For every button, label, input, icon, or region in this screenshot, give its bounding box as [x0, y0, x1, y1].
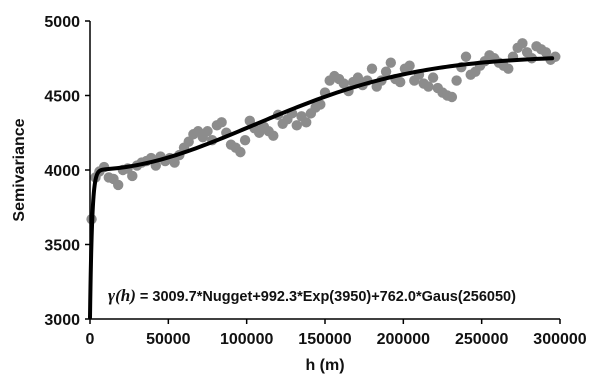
data-point — [315, 99, 326, 110]
y-tick-label: 3000 — [44, 312, 80, 329]
data-point — [540, 47, 552, 58]
data-point — [239, 135, 251, 146]
data-point — [460, 51, 472, 62]
data-point — [366, 63, 378, 74]
x-tick-label: 200000 — [377, 331, 430, 348]
y-axis-title: Semivariance — [11, 118, 28, 221]
data-point — [202, 126, 213, 137]
y-tick-label: 5000 — [44, 14, 80, 31]
data-point — [235, 146, 246, 158]
data-point — [291, 120, 302, 131]
data-point — [268, 130, 279, 141]
data-points — [86, 38, 561, 225]
x-tick-label: 100000 — [220, 331, 273, 348]
data-point — [113, 179, 124, 191]
x-tick-label: 150000 — [298, 331, 351, 348]
data-point — [427, 72, 439, 83]
model-equation: γ(h) = 3009.7*Nugget+992.3*Exp(3950)+762… — [108, 286, 516, 305]
x-tick-label: 0 — [86, 331, 95, 348]
model-fit-line — [88, 56, 555, 320]
data-point — [380, 66, 392, 77]
x-axis-title: h (m) — [305, 357, 344, 374]
data-point — [385, 57, 396, 68]
data-point — [169, 157, 180, 168]
y-tick-label: 4000 — [44, 163, 80, 180]
data-point — [503, 63, 514, 74]
data-point — [446, 91, 458, 103]
x-tick-label: 250000 — [455, 331, 508, 348]
data-point — [183, 136, 194, 147]
x-tick-label: 50000 — [146, 331, 191, 348]
data-point — [338, 78, 349, 89]
data-point — [451, 75, 462, 86]
data-point — [301, 117, 312, 128]
y-tick-label: 4500 — [44, 89, 80, 106]
data-point — [244, 115, 255, 127]
equation-text: = 3009.7*Nugget+992.3*Exp(3950)+762.0*Ga… — [136, 289, 516, 305]
data-point — [404, 60, 415, 71]
equation-gamma: γ(h) — [108, 286, 136, 305]
x-tick-label: 300000 — [533, 331, 586, 348]
data-point — [423, 81, 434, 92]
y-tick-label: 3500 — [44, 238, 80, 255]
data-point — [517, 38, 528, 49]
data-point — [352, 72, 364, 83]
data-point — [127, 170, 138, 182]
data-point — [216, 117, 227, 128]
data-point — [395, 76, 406, 88]
